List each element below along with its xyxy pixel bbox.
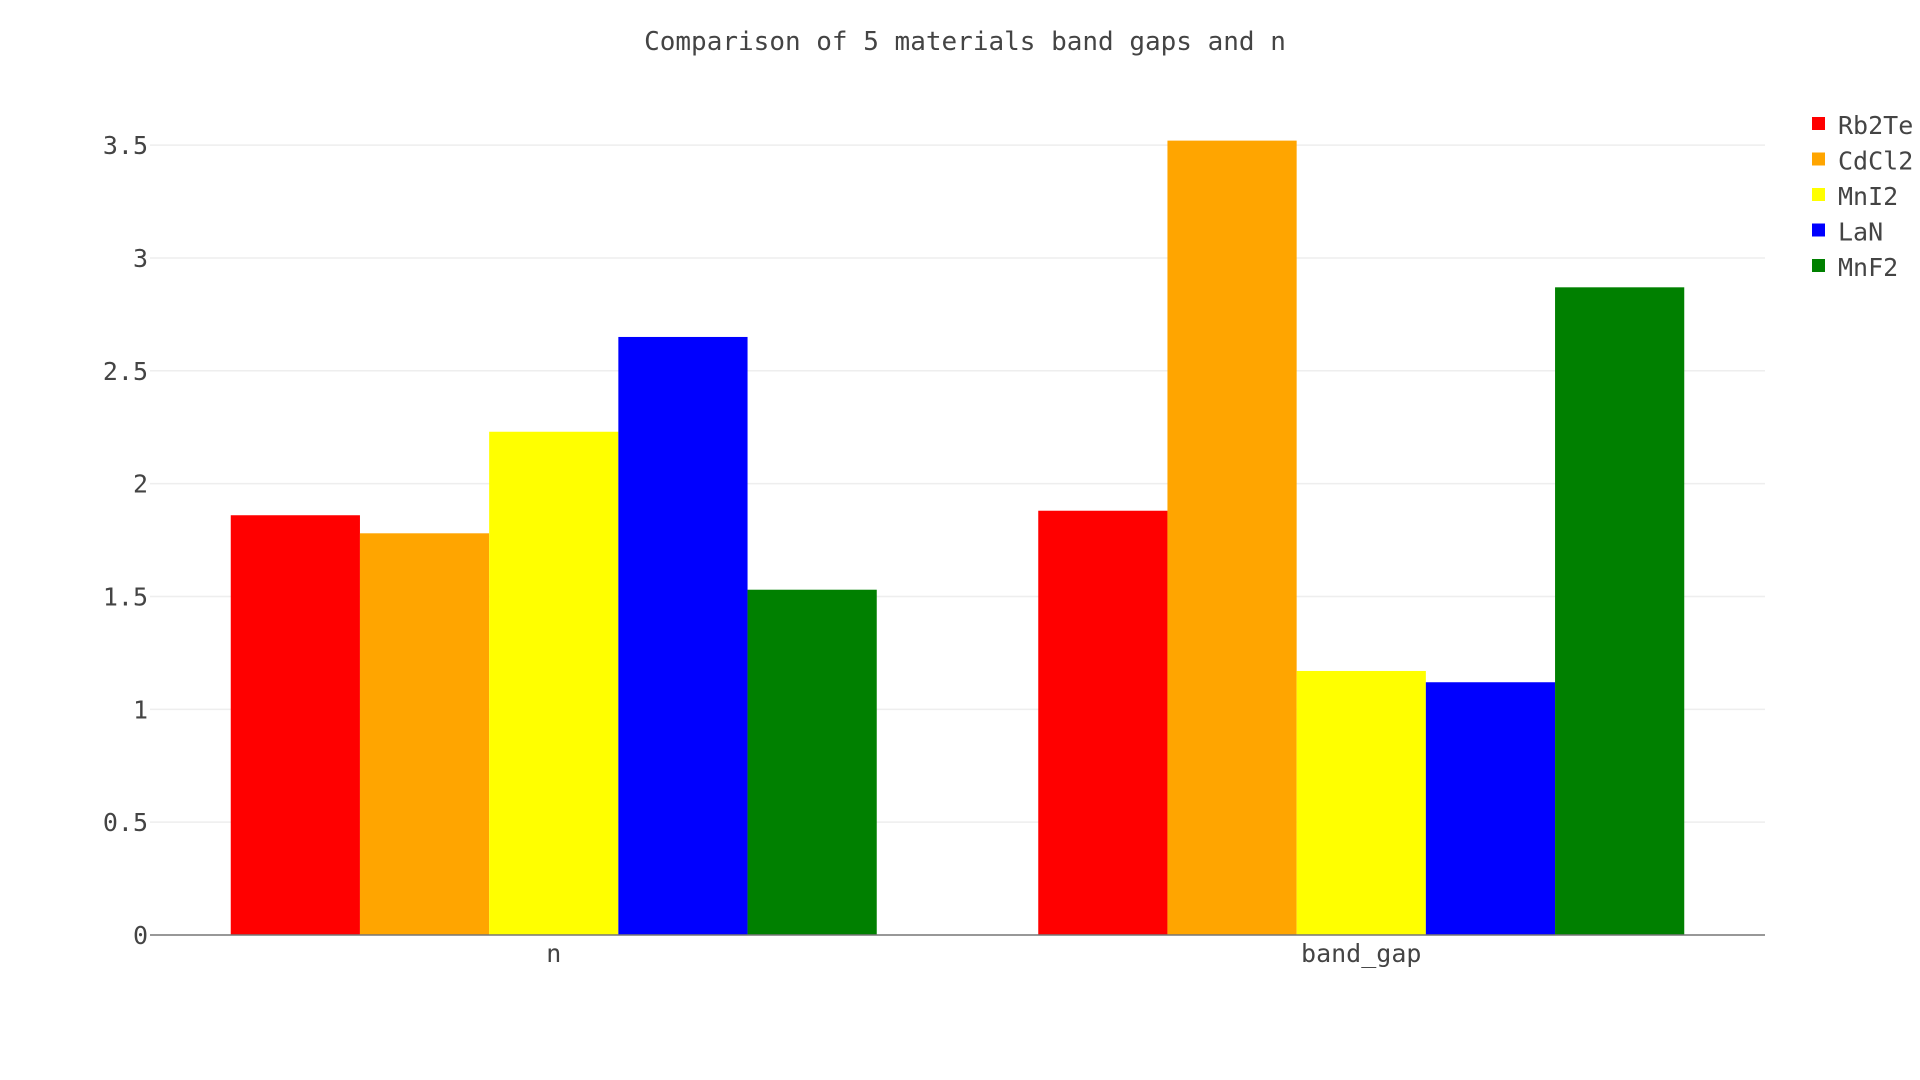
y-tick-label: 0: [133, 921, 148, 950]
legend-swatch: [1812, 152, 1825, 166]
bar-MnI2-band_gap[interactable]: [1296, 670, 1426, 935]
bar-Rb2Te-n[interactable]: [230, 515, 360, 935]
legend-swatch: [1812, 188, 1825, 201]
legend-item-LaN[interactable]: LaN: [1812, 218, 1883, 247]
legend-item-MnF2[interactable]: MnF2: [1812, 253, 1898, 282]
y-tick-label: 0.5: [103, 808, 148, 837]
x-tick-label: band_gap: [1301, 939, 1421, 968]
legend-label: Rb2Te: [1838, 111, 1913, 140]
y-tick-label: 3.5: [103, 131, 148, 160]
legend-label: MnF2: [1838, 253, 1898, 282]
bars: [230, 140, 1685, 936]
legend-swatch: [1812, 223, 1825, 237]
bar-LaN-band_gap[interactable]: [1425, 682, 1556, 935]
legend-label: CdCl2: [1838, 147, 1913, 176]
bar-CdCl2-band_gap[interactable]: [1167, 140, 1297, 935]
y-tick-label: 2.5: [103, 357, 148, 386]
bar-LaN-n[interactable]: [618, 336, 748, 935]
bar-Rb2Te-band_gap[interactable]: [1038, 510, 1168, 935]
bar-MnF2-n[interactable]: [747, 589, 877, 935]
legend-label: LaN: [1838, 218, 1883, 247]
y-tick-label: 2: [133, 470, 148, 499]
chart-title: Comparison of 5 materials band gaps and …: [644, 27, 1286, 57]
legend-item-MnI2[interactable]: MnI2: [1812, 182, 1898, 211]
y-tick-label: 3: [133, 244, 148, 273]
legend-label: MnI2: [1838, 182, 1898, 211]
y-axis-ticks: 0 0.5 1 1.5 2 2.5 3 3.5: [103, 131, 148, 950]
y-tick-label: 1: [133, 695, 148, 724]
legend-item-Rb2Te[interactable]: Rb2Te: [1812, 111, 1913, 140]
bar-CdCl2-n[interactable]: [359, 533, 490, 935]
legend-swatch: [1812, 259, 1825, 272]
x-tick-label: n: [546, 939, 561, 968]
bar-MnI2-n[interactable]: [489, 431, 619, 935]
y-tick-label: 1.5: [103, 582, 148, 611]
legend[interactable]: Rb2Te CdCl2 MnI2 LaN MnF2: [1812, 111, 1913, 282]
legend-item-CdCl2[interactable]: CdCl2: [1812, 147, 1913, 176]
bar-MnF2-band_gap[interactable]: [1555, 287, 1685, 936]
x-axis-categories: n band_gap: [546, 939, 1421, 968]
legend-swatch: [1812, 117, 1825, 130]
